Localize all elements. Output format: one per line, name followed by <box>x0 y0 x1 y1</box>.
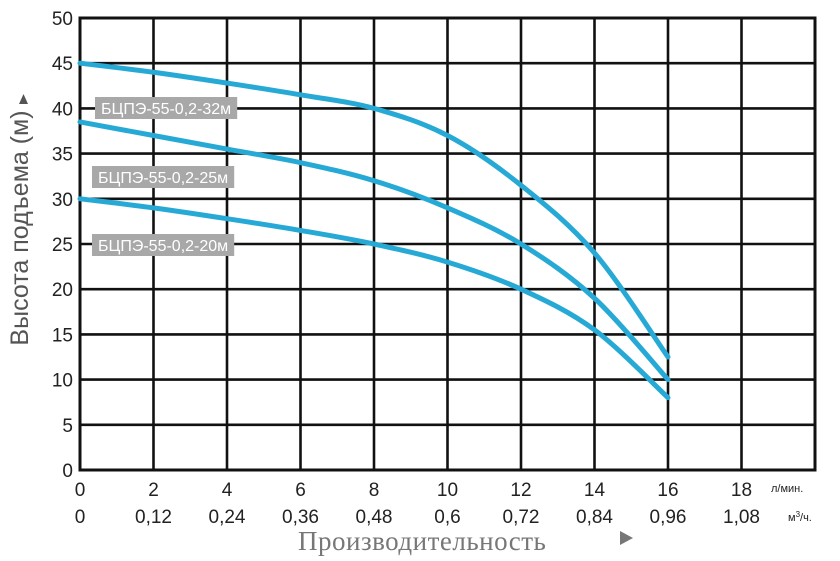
y-tick-label: 40 <box>52 99 73 120</box>
y-tick-label: 5 <box>62 416 73 437</box>
y-tick-label: 35 <box>52 145 73 166</box>
series-label-text: БЦПЭ-55-0,2-20м <box>98 238 228 255</box>
x-tick-label: 8 <box>369 480 380 501</box>
series-labels: БЦПЭ-55-0,2-32м БЦПЭ-55-0,2-25м БЦПЭ-55-0,… <box>92 97 238 256</box>
series-label-3: БЦПЭ-55-0,2-20м <box>92 234 235 256</box>
x-axis-arrow-icon <box>620 531 633 545</box>
series-label-2: БЦПЭ-55-0,2-25м <box>92 166 235 188</box>
x-unit-label: л/мин. <box>771 483 803 495</box>
x-tick-label: 6 <box>295 480 306 501</box>
y-axis-title: Высота подъема (м) <box>6 94 34 346</box>
series-label-text: БЦПЭ-55-0,2-32м <box>101 101 231 118</box>
x-tick-label: 14 <box>584 480 606 501</box>
x2-tick-label: 0,36 <box>282 507 319 528</box>
x-tick-labels: 0 2 4 6 8 10 12 14 16 18 <box>75 480 752 501</box>
plot-frame <box>78 16 817 472</box>
x2-tick-labels: 0 0,12 0,24 0,36 0,48 0,6 0,72 0,84 0,96 1,08 <box>75 507 760 528</box>
x2-tick-label: 0,84 <box>576 507 613 528</box>
x-tick-label: 16 <box>657 480 678 501</box>
series-label-background <box>95 97 238 119</box>
series-label-background <box>92 166 235 188</box>
x2-tick-label: 0,48 <box>356 507 393 528</box>
y-tick-label: 10 <box>52 371 73 392</box>
x2-tick-label: 0,24 <box>209 507 246 528</box>
x-tick-label: 10 <box>437 480 458 501</box>
series-label-background <box>92 234 235 256</box>
y-tick-label: 20 <box>52 280 73 301</box>
x-axis-title-text: Производительность <box>298 526 546 556</box>
series-label-text: БЦПЭ-55-0,2-25м <box>98 170 228 187</box>
y-tick-labels: 0 5 10 15 20 25 30 35 40 45 50 <box>52 9 73 482</box>
series-lines <box>77 60 671 401</box>
x-tick-label: 2 <box>148 480 159 501</box>
x-tick-label: 18 <box>731 480 752 501</box>
x2-unit-label: м3/ч. <box>788 510 812 524</box>
x2-tick-label: 0,12 <box>135 507 172 528</box>
y-tick-label: 15 <box>52 325 73 346</box>
x-axis-title: Производительность <box>298 526 633 556</box>
series-line-3 <box>77 196 671 401</box>
y-axis-title-text: Высота подъема (м) <box>6 110 34 345</box>
plot-border <box>78 16 817 472</box>
y-tick-label: 25 <box>52 235 73 256</box>
series-label-1: БЦПЭ-55-0,2-32м <box>95 97 238 119</box>
x-tick-label: 0 <box>75 480 86 501</box>
x2-tick-label: 0,6 <box>434 507 460 528</box>
x2-tick-label: 0,72 <box>503 507 540 528</box>
y-tick-label: 30 <box>52 190 73 211</box>
x2-tick-label: 0,96 <box>650 507 687 528</box>
series-line-1 <box>77 60 671 360</box>
y-axis-arrow-icon <box>19 94 28 104</box>
x2-tick-label: 1,08 <box>723 507 760 528</box>
x-tick-label: 4 <box>222 480 233 501</box>
series-line-2 <box>77 119 671 383</box>
y-tick-label: 45 <box>52 54 73 75</box>
x-tick-label: 12 <box>510 480 531 501</box>
x2-tick-label: 0 <box>75 507 86 528</box>
y-tick-label: 50 <box>52 9 73 30</box>
y-tick-label: 0 <box>62 461 73 482</box>
